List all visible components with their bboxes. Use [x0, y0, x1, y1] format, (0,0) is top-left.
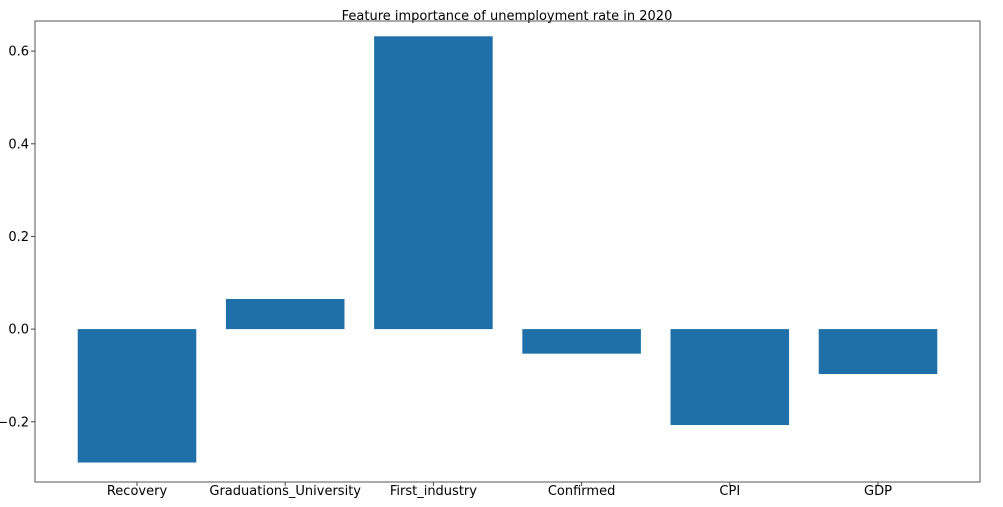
- x-tick-label: Confirmed: [548, 484, 616, 499]
- chart-title: Feature importance of unemployment rate …: [342, 9, 673, 24]
- y-tick-label: −0.2: [0, 415, 29, 430]
- y-axis: −0.2 0.0 0.2 0.4 0.6: [0, 45, 35, 430]
- bars-layer: [77, 36, 938, 463]
- bar-graduations-university: [225, 298, 345, 330]
- plot-frame: [34, 20, 981, 483]
- x-tick-label: GDP: [864, 484, 892, 499]
- bar-recovery: [77, 329, 197, 463]
- x-tick-label: CPI: [719, 484, 740, 499]
- bar-first-industry: [374, 36, 493, 330]
- x-tick-label: Recovery: [107, 484, 168, 499]
- y-tick-label: 0.2: [8, 230, 29, 245]
- y-tick-label: 0.6: [8, 45, 29, 60]
- y-tick-label: 0.0: [8, 323, 29, 338]
- bar-confirmed: [522, 329, 641, 354]
- bar-cpi: [670, 329, 790, 426]
- y-tick-label: 0.4: [8, 137, 29, 152]
- bar-gdp: [818, 329, 938, 375]
- x-axis: Recovery Graduations_University First_indu…: [107, 482, 892, 499]
- x-tick-label: First_industry: [390, 484, 477, 499]
- x-tick-label: Graduations_University: [209, 484, 361, 499]
